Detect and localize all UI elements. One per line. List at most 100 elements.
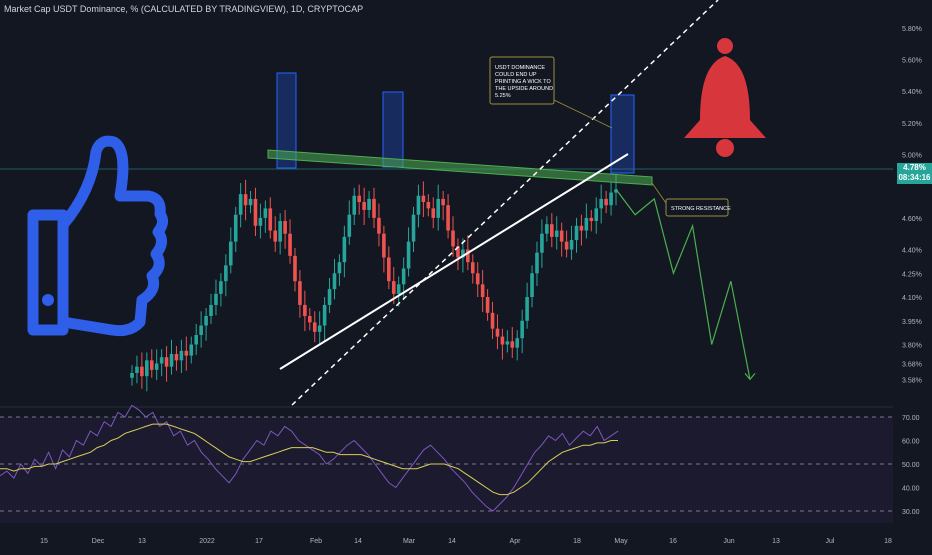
candle-body bbox=[278, 221, 282, 242]
projection-line bbox=[615, 189, 751, 380]
chart-title: Market Cap USDT Dominance, % (CALCULATED… bbox=[4, 4, 364, 14]
candle-body bbox=[362, 202, 366, 210]
candle-body bbox=[609, 192, 613, 206]
price-tick-label: 4.25% bbox=[902, 271, 922, 278]
time-tick-label: 16 bbox=[669, 538, 677, 545]
candle-body bbox=[243, 194, 248, 206]
candle-body bbox=[298, 281, 302, 305]
candle-body bbox=[470, 262, 475, 274]
price-tick-label: 4.60% bbox=[902, 216, 922, 223]
time-tick-label: 2022 bbox=[199, 538, 215, 545]
candle-body bbox=[303, 304, 307, 317]
note-box[interactable] bbox=[489, 56, 555, 105]
candle-body bbox=[475, 273, 480, 285]
bell-icon bbox=[684, 38, 766, 157]
candle-body bbox=[248, 198, 253, 206]
candle-body bbox=[401, 268, 406, 285]
price-tick-label: 3.58% bbox=[902, 377, 922, 384]
rsi-group bbox=[0, 404, 619, 512]
highlight-box bbox=[610, 94, 635, 174]
candle-body bbox=[367, 198, 371, 210]
candle-body bbox=[130, 373, 134, 378]
price-badge-countdown: 08:34:16 bbox=[898, 173, 931, 182]
note-line: 5.25% bbox=[495, 93, 511, 99]
time-tick-label: Feb bbox=[310, 538, 322, 545]
rsi-ma-line bbox=[0, 423, 618, 496]
candle-body bbox=[189, 344, 194, 356]
candle-body bbox=[599, 198, 603, 209]
candle-body bbox=[554, 230, 559, 237]
time-tick-label: 18 bbox=[573, 538, 581, 545]
price-tick-label: 5.60% bbox=[902, 58, 922, 65]
projection-group bbox=[615, 189, 756, 381]
note-line: COULD END UP bbox=[495, 72, 537, 78]
candle-body bbox=[431, 208, 436, 218]
candle-body bbox=[382, 233, 386, 258]
candle-body bbox=[574, 225, 579, 241]
candle-body bbox=[451, 230, 455, 247]
time-tick-label: 13 bbox=[772, 538, 780, 545]
candle-body bbox=[387, 257, 391, 282]
time-tick-label: Jun bbox=[723, 538, 734, 545]
candle-body bbox=[159, 357, 164, 364]
candle-body bbox=[184, 350, 189, 356]
candle-body bbox=[140, 366, 144, 377]
projection-arrowhead bbox=[744, 372, 756, 381]
note-line: PRINTING A WICK TO bbox=[495, 79, 551, 85]
price-axis[interactable]: 5.80% 5.60% 5.40% 5.20% 5.00% 4.60% 4.40% 4.25%… bbox=[902, 26, 922, 384]
candle-body bbox=[179, 350, 184, 361]
candle-body bbox=[485, 297, 490, 313]
candle-body bbox=[456, 246, 460, 258]
candle-body bbox=[535, 252, 539, 274]
price-tick-label: 4.40% bbox=[902, 248, 922, 255]
rsi-tick-label: 70.00 bbox=[902, 415, 920, 422]
note-text: USDT DOMINANCE COULD END UP PRINTING A WIC… bbox=[495, 65, 553, 99]
candle-body bbox=[461, 249, 465, 258]
support-trendline bbox=[279, 153, 629, 370]
candle-body bbox=[495, 328, 500, 337]
time-tick-label: Mar bbox=[403, 538, 416, 545]
candle-body bbox=[352, 195, 357, 215]
candle-body bbox=[525, 297, 529, 321]
candle-body bbox=[174, 354, 179, 361]
candle-body bbox=[569, 240, 574, 250]
dashed-trendline bbox=[291, 0, 719, 406]
candle-body bbox=[564, 241, 569, 250]
resistance-label-box[interactable] bbox=[665, 198, 729, 217]
time-tick-label: 18 bbox=[884, 538, 892, 545]
price-badge: 4.78% 08:34:16 bbox=[897, 163, 932, 184]
candle-body bbox=[204, 316, 208, 326]
candle-body bbox=[263, 208, 268, 218]
candle-body bbox=[530, 273, 534, 298]
candle-body bbox=[396, 284, 401, 294]
time-tick-label: Dec bbox=[92, 538, 105, 545]
candle-body bbox=[579, 225, 584, 231]
rsi-axis[interactable]: 70.00 60.00 50.00 40.00 30.00 bbox=[902, 415, 920, 516]
note-line: THE UPSIDE AROUND bbox=[495, 86, 553, 92]
candle-body bbox=[584, 217, 589, 231]
candles-group bbox=[130, 175, 618, 392]
candle-body bbox=[515, 338, 520, 348]
time-tick-label: 14 bbox=[448, 538, 456, 545]
candle-body bbox=[154, 363, 159, 370]
candle-body bbox=[135, 366, 139, 374]
resistance-zone bbox=[267, 149, 653, 186]
candle-body bbox=[268, 208, 273, 231]
note-connector bbox=[553, 99, 613, 129]
candle-body bbox=[466, 249, 470, 263]
time-tick-label: 17 bbox=[255, 538, 263, 545]
candle-body bbox=[233, 214, 238, 242]
candle-body bbox=[322, 304, 327, 326]
candle-body bbox=[288, 233, 292, 256]
candle-body bbox=[559, 230, 564, 242]
resistance-label: STRONG RESISTANCE bbox=[671, 206, 731, 212]
price-tick-label: 5.40% bbox=[902, 89, 922, 96]
candle-body bbox=[194, 335, 199, 345]
candle-body bbox=[238, 194, 243, 215]
candle-body bbox=[317, 325, 322, 332]
rsi-panel bbox=[0, 417, 893, 523]
candle-body bbox=[604, 198, 608, 206]
price-badge-value: 4.78% bbox=[903, 163, 926, 172]
time-axis[interactable]: 15 Dec 13 2022 17 Feb 14 Mar 14 Apr 18 May 16 Jun 13 Ju… bbox=[40, 538, 892, 545]
